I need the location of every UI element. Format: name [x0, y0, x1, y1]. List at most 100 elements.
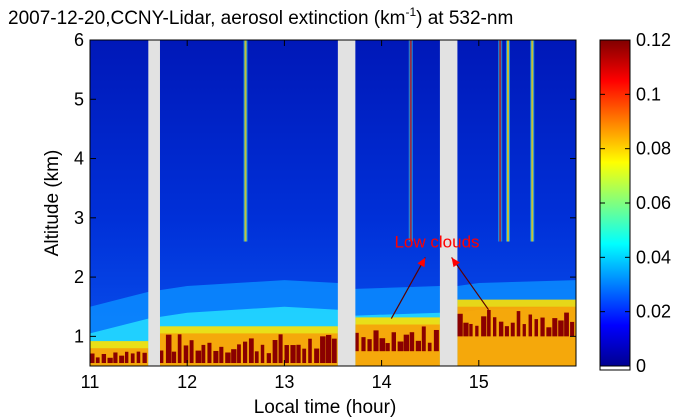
- low-cloud-core: [355, 332, 359, 352]
- low-cloud-core: [469, 323, 473, 337]
- low-cloud-core: [95, 357, 100, 364]
- cloud-streak-core-0: [244, 40, 247, 242]
- low-cloud-core: [516, 311, 521, 337]
- colorbar-no-data-swatch: [599, 365, 631, 371]
- data-gap-0: [148, 40, 160, 366]
- y-tick-label: 3: [74, 208, 84, 228]
- low-cloud-core: [272, 340, 278, 364]
- low-cloud-core: [266, 353, 271, 364]
- annotation-layer: Low clouds: [390, 232, 490, 319]
- plot-frame: [89, 39, 577, 367]
- low-cloud-core: [546, 327, 552, 337]
- low-cloud-core: [201, 344, 206, 364]
- low-cloud-core: [403, 334, 410, 352]
- annotation-arrow-0: [390, 257, 426, 319]
- chart-title-tail: ) at 532-nm: [416, 8, 513, 29]
- low-cloud-core: [254, 351, 259, 364]
- low-cloud-core: [475, 325, 479, 337]
- low-cloud-core: [385, 343, 390, 352]
- x-axis-label: Local time (hour): [254, 397, 397, 418]
- low-cloud-core: [314, 348, 320, 364]
- low-cloud-core: [421, 326, 426, 352]
- cloud-streak-core-1: [409, 40, 412, 242]
- data-gap-layer: [148, 40, 458, 366]
- low-cloud-core: [225, 352, 231, 364]
- colorbar-tick-label: 0.06: [636, 193, 671, 213]
- low-cloud-core: [373, 330, 379, 352]
- y-tick-label: 4: [74, 149, 84, 169]
- cloud-streak-core-2: [499, 40, 502, 242]
- low-cloud-core: [367, 339, 372, 352]
- low-cloud-core: [302, 348, 307, 364]
- low-cloud-core: [124, 351, 129, 364]
- low-cloud-core: [278, 334, 283, 364]
- low-cloud-core: [492, 317, 497, 337]
- chart-title: 2007-12-20,CCNY-Lidar, aerosol extinctio…: [8, 5, 513, 29]
- low-cloud-layer: [90, 299, 576, 366]
- low-cloud-core: [522, 324, 526, 337]
- low-cloud-core: [296, 344, 301, 364]
- low-cloud-core: [219, 346, 224, 364]
- low-cloud-core: [397, 341, 404, 352]
- low-cloud-core: [130, 353, 135, 364]
- low-cloud-core: [260, 344, 265, 364]
- low-cloud-core: [320, 336, 326, 364]
- colorbar-tick-label: 0.1: [636, 84, 661, 104]
- colorbar-tick-label: 0.08: [636, 139, 671, 159]
- low-cloud-core: [90, 353, 95, 364]
- low-cloud-core: [558, 320, 564, 337]
- low-cloud-core: [552, 318, 558, 337]
- low-cloud-core: [213, 350, 219, 364]
- cloud-streak-core-3: [506, 40, 509, 242]
- low-cloud-core: [207, 342, 212, 364]
- low-cloud-core: [101, 353, 107, 364]
- y-tick-labels: 1 2 3 4 5 6: [74, 30, 84, 346]
- low-cloud-core: [498, 321, 504, 337]
- low-cloud-core: [183, 345, 189, 364]
- low-cloud-core: [391, 332, 396, 352]
- y-tick-label: 2: [74, 267, 84, 287]
- low-cloud-core: [171, 351, 177, 364]
- x-tick-label: 12: [177, 372, 197, 392]
- x-tick-label: 14: [372, 372, 392, 392]
- low-cloud-core: [481, 316, 487, 337]
- low-cloud-core: [107, 357, 113, 364]
- colorbar-tick-label: 0.04: [636, 247, 671, 267]
- low-cloud-core: [409, 332, 415, 352]
- colorbar: 0 0.02 0.04 0.06 0.08 0.1 0.12: [599, 30, 671, 376]
- low-cloud-core: [142, 352, 147, 364]
- low-cloud-core: [534, 319, 539, 337]
- low-cloud-core: [564, 312, 569, 337]
- low-cloud-core: [284, 345, 289, 364]
- low-cloud-core: [177, 334, 182, 364]
- low-cloud-core: [463, 322, 469, 337]
- x-tick-label: 15: [469, 372, 489, 392]
- annotation-arrowhead-0: [417, 257, 426, 268]
- low-cloud-core: [113, 352, 118, 364]
- low-cloud-core: [237, 344, 241, 364]
- low-cloud-core: [326, 334, 332, 364]
- low-cloud-core: [136, 351, 141, 364]
- low-cloud-core: [570, 321, 575, 337]
- colorbar-tick-label: 0.02: [636, 302, 671, 322]
- low-cloud-core: [379, 338, 386, 352]
- low-cloud-core: [457, 313, 463, 337]
- cloud-streak-layer: [243, 40, 535, 242]
- heatmap-plot-area: [90, 40, 576, 366]
- low-cloud-core: [231, 349, 237, 364]
- low-cloud-core: [195, 350, 202, 364]
- low-cloud-core: [427, 342, 432, 352]
- y-tick-label: 5: [74, 89, 84, 109]
- x-tick-label: 11: [81, 372, 100, 392]
- x-tick-labels: 11 12 13 14 15: [81, 372, 489, 392]
- low-cloud-core: [510, 322, 515, 337]
- annotation-arrow-1: [451, 257, 490, 311]
- data-gap-2: [439, 40, 458, 366]
- annotation-arrowhead-1: [451, 257, 461, 268]
- low-cloud-core: [504, 326, 509, 337]
- low-cloud-core: [248, 338, 254, 364]
- low-cloud-core: [242, 341, 248, 364]
- low-cloud-core: [415, 340, 421, 352]
- colorbar-tick-label: 0.12: [636, 30, 671, 50]
